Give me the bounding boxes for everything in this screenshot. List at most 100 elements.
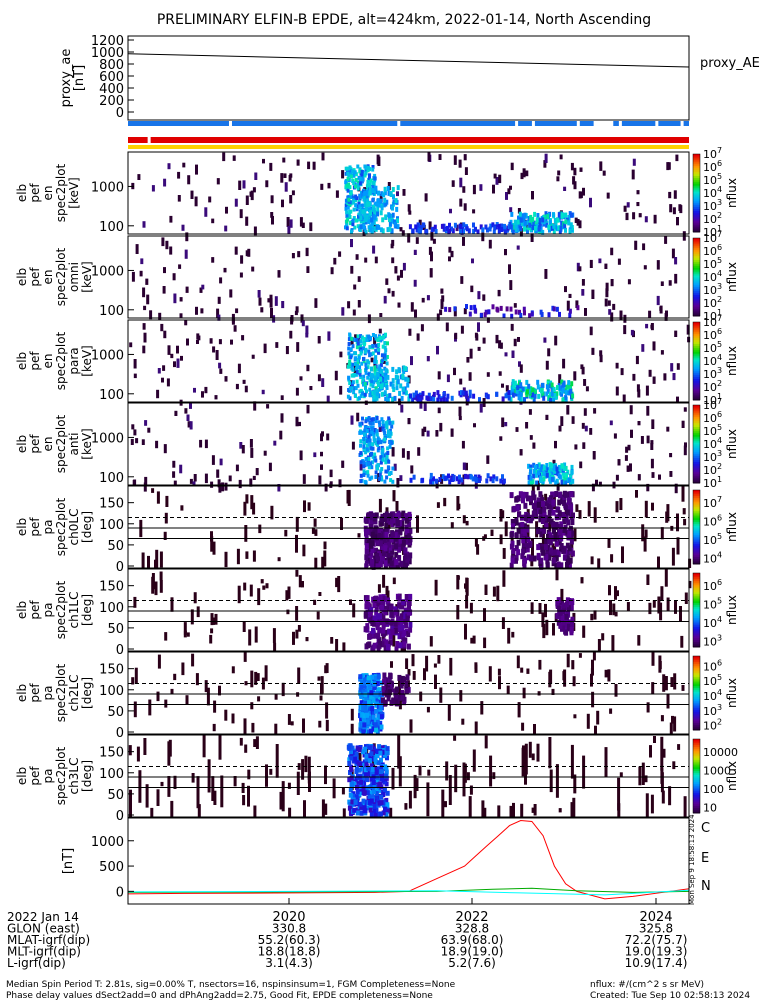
data-pixel <box>556 561 561 568</box>
data-pixel <box>385 361 389 366</box>
data-pixel <box>353 800 358 805</box>
data-pixel <box>457 478 461 484</box>
colorbar-segment <box>693 700 700 703</box>
data-pixel <box>672 761 676 770</box>
data-pixel <box>589 428 593 435</box>
colorbar-exponent: 7 <box>717 397 722 406</box>
data-pixel <box>380 452 384 457</box>
data-pixel <box>408 790 412 809</box>
data-pixel <box>366 168 370 173</box>
data-pixel <box>209 338 213 344</box>
data-pixel <box>469 348 473 359</box>
data-pixel <box>574 444 578 450</box>
colorbar-segment <box>693 376 700 380</box>
data-pixel <box>514 219 518 225</box>
data-pixel <box>220 775 224 808</box>
data-pixel <box>380 391 384 397</box>
data-pixel <box>544 211 548 217</box>
data-pixel <box>566 549 571 556</box>
data-pixel <box>383 540 388 547</box>
colorbar-segment <box>693 292 700 296</box>
data-pixel <box>445 397 449 403</box>
data-pixel <box>622 394 626 403</box>
data-pixel <box>545 360 549 370</box>
data-pixel <box>500 227 504 232</box>
data-pixel <box>288 175 292 182</box>
colorbar-segment <box>693 724 700 727</box>
data-pixel <box>441 295 445 302</box>
data-pixel <box>605 288 609 298</box>
data-pixel <box>338 251 342 257</box>
data-pixel <box>376 645 381 652</box>
panel-frame <box>127 485 690 569</box>
data-pixel <box>376 206 380 212</box>
data-pixel <box>225 206 228 214</box>
data-pixel <box>361 689 366 695</box>
colorbar-segment <box>693 624 700 628</box>
data-pixel <box>555 306 559 312</box>
data-pixel <box>349 347 353 352</box>
data-pixel <box>555 764 559 798</box>
data-pixel <box>189 478 193 484</box>
colorbar-segment <box>693 447 700 451</box>
data-pixel <box>320 683 323 695</box>
data-pixel <box>249 584 253 597</box>
data-pixel <box>346 169 349 174</box>
data-pixel <box>540 497 545 504</box>
data-pixel <box>358 713 362 719</box>
colorbar-segment <box>693 224 700 227</box>
colorbar-tick-label: 106 <box>703 578 722 593</box>
data-pixel <box>255 468 259 476</box>
data-pixel <box>349 221 352 226</box>
data-pixel <box>456 476 459 482</box>
colorbar-exponent: 6 <box>717 159 722 168</box>
y-tick-label: 1000 <box>91 835 124 850</box>
data-pixel <box>369 336 373 341</box>
data-pixel <box>348 332 352 337</box>
colorbar-segment <box>693 800 700 803</box>
data-pixel <box>307 756 311 784</box>
data-pixel <box>155 549 159 568</box>
data-pixel <box>245 551 249 559</box>
data-pixel <box>429 479 433 485</box>
data-pixel <box>369 227 373 233</box>
data-pixel <box>509 543 514 550</box>
data-pixel <box>372 642 377 649</box>
data-pixel <box>522 562 527 569</box>
data-pixel <box>386 341 389 346</box>
colorbar-segment <box>693 280 700 284</box>
y-tick-label: 100 <box>99 767 124 782</box>
data-pixel <box>350 415 354 425</box>
data-pixel <box>365 447 369 452</box>
data-pixel <box>623 325 627 335</box>
data-pixel <box>514 554 519 561</box>
colorbar-segment <box>693 210 700 213</box>
data-pixel <box>388 673 393 680</box>
colorbar-segment <box>693 560 700 563</box>
panel-frame <box>127 319 690 403</box>
data-pixel <box>549 465 553 471</box>
data-pixel <box>499 436 503 441</box>
data-pixel <box>239 272 243 278</box>
data-pixel <box>364 338 368 342</box>
colorbar-segment <box>693 663 700 666</box>
data-pixel <box>235 464 239 472</box>
data-pixel <box>562 465 566 471</box>
data-pixel <box>519 382 523 388</box>
row-value: 10.9(17.4) <box>625 956 688 970</box>
data-pixel <box>351 337 355 342</box>
data-pixel <box>454 764 458 793</box>
data-pixel <box>638 766 642 786</box>
data-pixel <box>377 420 381 425</box>
data-pixel <box>660 586 664 601</box>
colorbar-segment <box>693 173 700 176</box>
data-pixel <box>557 605 562 612</box>
colorbar-segment <box>693 718 700 722</box>
data-pixel <box>341 787 345 795</box>
data-pixel <box>300 314 304 323</box>
data-pixel <box>404 517 409 524</box>
colorbar-segment <box>693 200 700 204</box>
data-pixel <box>384 375 388 381</box>
data-pixel <box>213 700 217 713</box>
data-pixel <box>451 228 455 234</box>
